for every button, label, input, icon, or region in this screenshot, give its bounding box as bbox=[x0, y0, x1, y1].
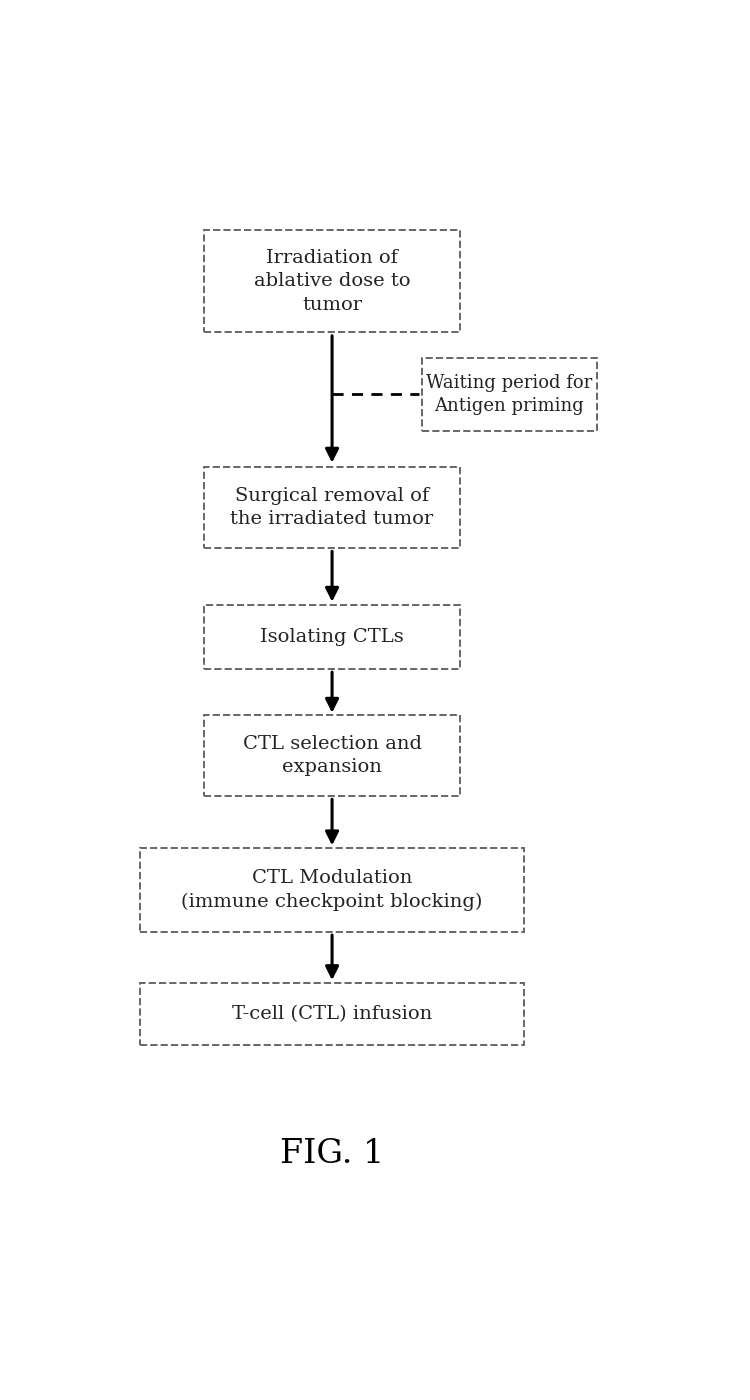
FancyBboxPatch shape bbox=[204, 605, 460, 669]
Text: FIG. 1: FIG. 1 bbox=[280, 1138, 384, 1170]
Text: Isolating CTLs: Isolating CTLs bbox=[260, 629, 404, 645]
Text: CTL selection and
expansion: CTL selection and expansion bbox=[242, 735, 422, 777]
FancyBboxPatch shape bbox=[204, 230, 460, 332]
Text: Irradiation of
ablative dose to
tumor: Irradiation of ablative dose to tumor bbox=[254, 249, 410, 314]
FancyBboxPatch shape bbox=[140, 983, 524, 1046]
Text: Surgical removal of
the irradiated tumor: Surgical removal of the irradiated tumor bbox=[230, 487, 434, 528]
FancyBboxPatch shape bbox=[204, 468, 460, 547]
Text: Waiting period for
Antigen priming: Waiting period for Antigen priming bbox=[426, 374, 592, 416]
Text: CTL Modulation
(immune checkpoint blocking): CTL Modulation (immune checkpoint blocki… bbox=[182, 869, 483, 911]
FancyBboxPatch shape bbox=[422, 358, 596, 431]
Text: T-cell (CTL) infusion: T-cell (CTL) infusion bbox=[232, 1005, 432, 1023]
FancyBboxPatch shape bbox=[204, 715, 460, 797]
FancyBboxPatch shape bbox=[140, 848, 524, 932]
